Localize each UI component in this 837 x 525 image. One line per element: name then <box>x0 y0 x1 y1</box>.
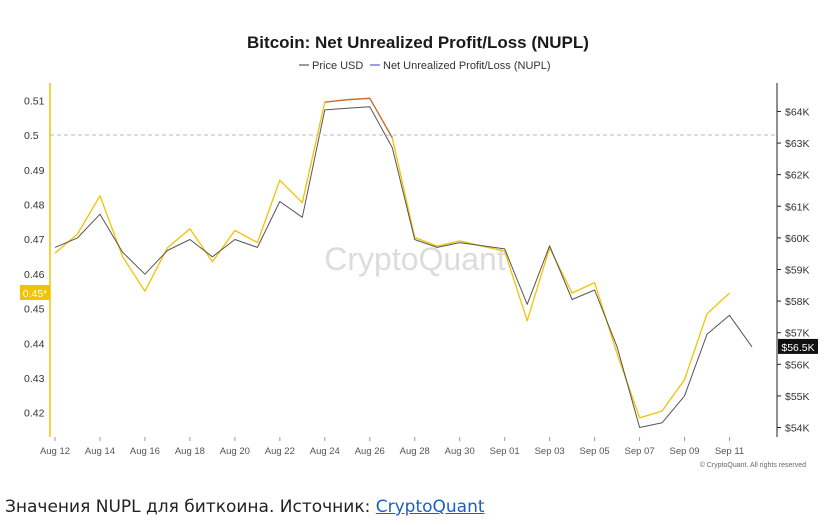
left-tick-label-8: 0.5 <box>24 130 39 142</box>
watermark: CryptoQuant <box>324 241 506 277</box>
left-tick-label-3: 0.45 <box>24 304 45 316</box>
right-tick-label-0: $54K <box>785 423 810 435</box>
right-tick-label-10: $64K <box>785 106 810 118</box>
x-tick-label-10: Sep 01 <box>490 446 520 457</box>
x-tick-label-4: Aug 20 <box>220 446 250 457</box>
nupl-chart: Bitcoin: Net Unrealized Profit/Loss (NUP… <box>20 33 818 469</box>
left-tick-label-7: 0.49 <box>24 165 45 177</box>
price-series-line <box>54 106 753 428</box>
caption: Значения NUPL для биткоина. Источник: Cr… <box>5 497 485 517</box>
right-tick-label-9: $63K <box>785 138 810 150</box>
x-tick-label-2: Aug 16 <box>130 446 160 457</box>
x-tick-label-9: Aug 30 <box>445 446 475 457</box>
left-tick-label-1: 0.43 <box>24 373 45 385</box>
legend-entry-nupl[interactable]: Net Unrealized Profit/Loss (NUPL) <box>383 60 551 72</box>
nupl-badge-box <box>20 284 50 300</box>
chart-title: Bitcoin: Net Unrealized Profit/Loss (NUP… <box>247 33 589 52</box>
copyright-note: © CryptoQuant. All rights reserved <box>700 461 806 469</box>
left-axis: 0.42 0.43 0.44 0.45 0.46 0.47 0.48 0.49 0.5 0.51 <box>24 95 45 419</box>
right-tick-label-8: $62K <box>785 170 810 182</box>
right-tick-label-7: $61K <box>785 201 810 213</box>
chart-canvas: Bitcoin: Net Unrealized Profit/Loss (NUP… <box>20 33 818 469</box>
nupl-series-line-high-segment <box>324 97 393 139</box>
right-tick-label-1: $55K <box>785 391 810 403</box>
x-tick-label-0: Aug 12 <box>40 446 70 457</box>
left-tick-label-5: 0.47 <box>24 234 45 246</box>
right-tick-label-2: $56K <box>785 359 810 371</box>
legend-entry-price[interactable]: Price USD <box>312 60 363 72</box>
x-tick-label-1: Aug 14 <box>85 446 115 457</box>
series-layer <box>54 97 753 428</box>
x-tick-label-15: Sep 11 <box>715 446 744 457</box>
x-tick-label-5: Aug 22 <box>265 446 295 457</box>
x-tick-label-12: Sep 05 <box>580 446 610 457</box>
x-axis: Aug 12 Aug 14 Aug 16 Aug 18 Aug 20 Aug 22 Aug … <box>40 437 744 457</box>
nupl-badge-label: 0.45* <box>23 288 48 300</box>
right-tick-label-5: $59K <box>785 264 810 276</box>
x-tick-label-13: Sep 07 <box>625 446 655 457</box>
x-tick-label-14: Sep 09 <box>669 446 699 457</box>
left-tick-label-4: 0.46 <box>24 269 45 281</box>
x-tick-label-3: Aug 18 <box>175 446 205 457</box>
left-tick-label-6: 0.48 <box>24 199 45 211</box>
right-tick-label-6: $60K <box>785 233 810 245</box>
legend: Price USD Net Unrealized Profit/Loss (NU… <box>299 60 551 72</box>
right-axis: $54K $55K $56K $57K $58K $59K $60K $61K $62K $63K… <box>777 106 810 435</box>
right-tick-label-4: $58K <box>785 296 810 308</box>
caption-text: Значения NUPL для биткоина. Источник: <box>5 497 376 517</box>
x-tick-label-8: Aug 28 <box>400 446 430 457</box>
source-link[interactable]: CryptoQuant <box>375 497 485 517</box>
x-tick-label-11: Sep 03 <box>535 446 565 457</box>
x-tick-label-7: Aug 26 <box>355 446 385 457</box>
price-current-badge: $56.5K <box>778 338 818 354</box>
left-tick-label-0: 0.42 <box>24 408 45 420</box>
nupl-current-badge: 0.45* <box>20 284 50 300</box>
price-badge-label: $56.5K <box>781 342 814 354</box>
x-tick-label-6: Aug 24 <box>310 446 340 457</box>
price-badge-box <box>778 338 818 354</box>
right-tick-label-3: $57K <box>785 328 810 340</box>
left-tick-label-2: 0.44 <box>24 338 45 350</box>
left-tick-label-9: 0.51 <box>24 95 45 107</box>
